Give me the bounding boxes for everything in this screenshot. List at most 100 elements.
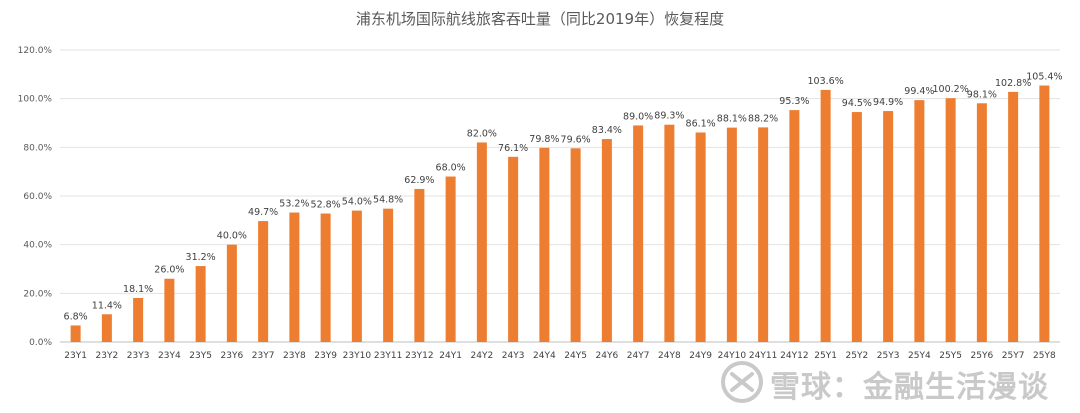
x-tick-label: 24Y5 bbox=[564, 351, 587, 361]
bar-25Y4 bbox=[914, 100, 925, 342]
data-label: 89.3% bbox=[654, 111, 684, 122]
data-label: 40.0% bbox=[217, 231, 247, 242]
x-tick-label: 25Y6 bbox=[971, 351, 994, 361]
data-label: 53.2% bbox=[279, 199, 309, 210]
data-labels: 6.8%11.4%18.1%26.0%31.2%40.0%49.7%53.2% 5… bbox=[64, 72, 1063, 323]
bar-23Y12 bbox=[414, 188, 425, 342]
bar-24Y12 bbox=[789, 110, 800, 342]
data-label: 54.8% bbox=[373, 195, 403, 206]
data-label: 94.5% bbox=[842, 98, 872, 109]
x-tick-label: 23Y1 bbox=[64, 351, 87, 361]
x-tick-label: 23Y4 bbox=[158, 351, 181, 361]
bar-24Y8 bbox=[664, 124, 675, 342]
x-tick-label: 24Y9 bbox=[689, 351, 712, 361]
data-label: 103.6% bbox=[808, 76, 844, 87]
x-tick-label: 23Y3 bbox=[127, 351, 150, 361]
bar-25Y7 bbox=[1008, 91, 1019, 342]
x-tick-label: 24Y1 bbox=[439, 351, 462, 361]
x-tick-label: 25Y8 bbox=[1033, 351, 1056, 361]
data-label: 6.8% bbox=[64, 311, 88, 322]
bar-24Y2 bbox=[476, 142, 487, 342]
data-label: 89.0% bbox=[623, 111, 653, 122]
data-label: 98.1% bbox=[967, 89, 997, 100]
bar-24Y7 bbox=[633, 125, 644, 342]
y-tick-label: 100.0% bbox=[18, 95, 53, 105]
y-tick-label: 40.0% bbox=[23, 241, 52, 251]
bar-23Y7 bbox=[258, 221, 269, 342]
data-label: 11.4% bbox=[92, 300, 122, 311]
bar-24Y9 bbox=[695, 132, 706, 342]
bar-23Y5 bbox=[195, 266, 206, 342]
data-label: 95.3% bbox=[779, 96, 809, 107]
x-tick-label: 23Y9 bbox=[314, 351, 337, 361]
x-tick-label: 25Y3 bbox=[877, 351, 900, 361]
data-label: 94.9% bbox=[873, 97, 903, 108]
bar-23Y9 bbox=[320, 213, 331, 342]
bar-23Y3 bbox=[133, 297, 144, 342]
x-tick-label: 24Y6 bbox=[596, 351, 619, 361]
x-tick-label: 23Y2 bbox=[96, 351, 119, 361]
x-axis: 23Y1 23Y2 23Y3 23Y4 23Y5 23Y6 23Y7 23Y8 23Y9 23Y1… bbox=[64, 351, 1056, 361]
y-tick-label: 20.0% bbox=[23, 289, 52, 299]
x-tick-label: 25Y5 bbox=[939, 351, 962, 361]
data-label: 68.0% bbox=[436, 163, 466, 174]
data-label: 88.2% bbox=[748, 113, 778, 124]
x-tick-label: 23Y10 bbox=[343, 351, 372, 361]
bar-24Y1 bbox=[445, 176, 456, 342]
bar-23Y4 bbox=[164, 278, 175, 342]
bar-23Y1 bbox=[70, 325, 81, 342]
data-label: 99.4% bbox=[904, 86, 934, 97]
data-label: 54.0% bbox=[342, 197, 372, 208]
data-label: 79.8% bbox=[529, 134, 559, 145]
data-label: 86.1% bbox=[686, 118, 716, 129]
snowball-logo-icon bbox=[721, 361, 763, 403]
watermark-text: 雪球：金融生活漫谈 bbox=[770, 370, 1049, 405]
grid-lines bbox=[60, 49, 1060, 343]
x-tick-label: 23Y8 bbox=[283, 351, 306, 361]
bar-25Y3 bbox=[883, 111, 894, 343]
y-axis: 0.0% 20.0% 40.0% 60.0% 80.0% 100.0% 120.0% bbox=[18, 46, 53, 348]
bar-24Y6 bbox=[601, 139, 612, 342]
bar-23Y10 bbox=[351, 210, 362, 342]
bar-23Y6 bbox=[226, 244, 237, 342]
data-label: 82.0% bbox=[467, 128, 497, 139]
data-label: 105.4% bbox=[1026, 72, 1062, 83]
data-label: 79.6% bbox=[561, 134, 591, 145]
x-tick-label: 23Y11 bbox=[374, 351, 402, 361]
bars bbox=[70, 85, 1050, 343]
bar-23Y2 bbox=[101, 314, 112, 342]
bar-25Y1 bbox=[820, 89, 831, 342]
y-tick-label: 60.0% bbox=[23, 192, 52, 202]
chart-title: 浦东机场国际航线旅客吞吐量（同比2019年）恢复程度 bbox=[356, 10, 724, 28]
x-tick-label: 24Y10 bbox=[718, 351, 747, 361]
x-tick-label: 24Y3 bbox=[502, 351, 525, 361]
x-tick-label: 25Y2 bbox=[846, 351, 869, 361]
data-label: 76.1% bbox=[498, 143, 528, 154]
bar-25Y6 bbox=[976, 103, 987, 342]
data-label: 100.2% bbox=[933, 84, 969, 95]
data-label: 88.1% bbox=[717, 114, 747, 125]
data-label: 83.4% bbox=[592, 125, 622, 136]
data-label: 26.0% bbox=[154, 265, 184, 276]
bar-24Y10 bbox=[726, 127, 737, 342]
data-label: 102.8% bbox=[995, 78, 1031, 89]
bar-25Y2 bbox=[851, 112, 862, 342]
x-tick-label: 24Y2 bbox=[471, 351, 494, 361]
bar-24Y4 bbox=[539, 147, 550, 342]
bar-24Y11 bbox=[758, 127, 769, 342]
data-label: 62.9% bbox=[404, 175, 434, 186]
y-tick-label: 0.0% bbox=[29, 338, 52, 348]
bar-23Y11 bbox=[383, 208, 394, 342]
data-label: 49.7% bbox=[248, 207, 278, 218]
bar-23Y8 bbox=[289, 212, 300, 342]
data-label: 52.8% bbox=[311, 200, 341, 211]
x-tick-label: 25Y1 bbox=[814, 351, 837, 361]
x-tick-label: 24Y7 bbox=[627, 351, 650, 361]
data-label: 18.1% bbox=[123, 284, 153, 295]
x-tick-label: 24Y4 bbox=[533, 351, 556, 361]
bar-25Y5 bbox=[945, 98, 956, 343]
x-tick-label: 23Y12 bbox=[405, 351, 433, 361]
y-tick-label: 80.0% bbox=[23, 143, 52, 153]
x-tick-label: 25Y4 bbox=[908, 351, 931, 361]
